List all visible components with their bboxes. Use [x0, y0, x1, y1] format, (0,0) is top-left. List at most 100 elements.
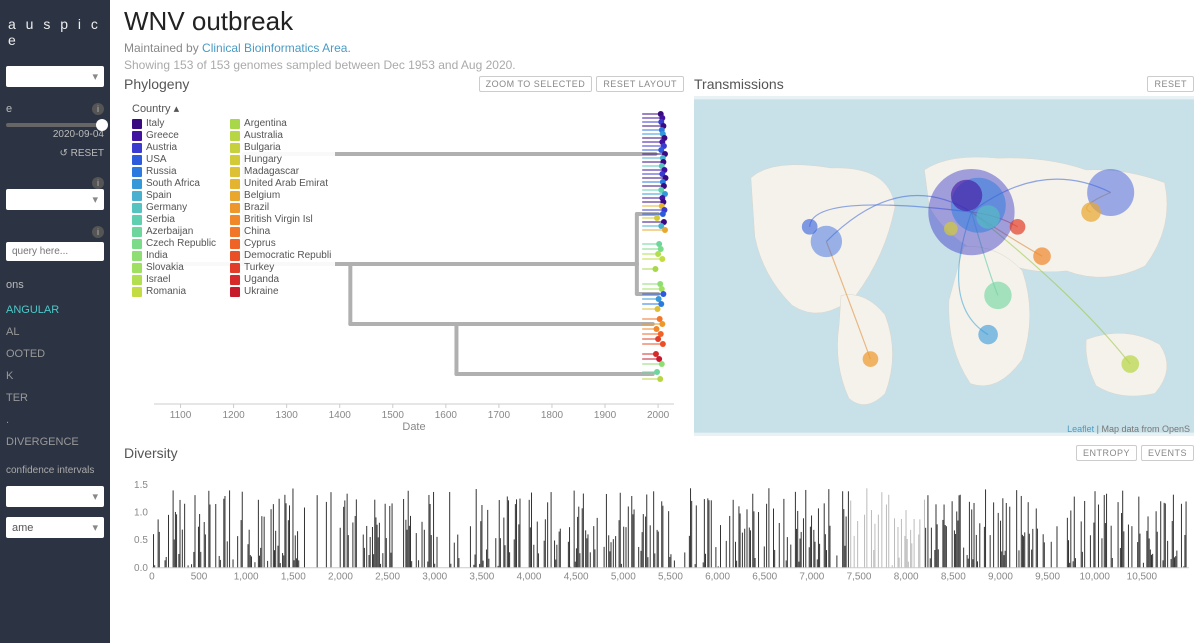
svg-text:6,500: 6,500 — [752, 572, 777, 583]
legend-label: Hungary — [244, 154, 282, 165]
color-by-select[interactable]: ▾ — [6, 189, 104, 210]
legend-item[interactable]: USA — [132, 154, 216, 165]
legend-item[interactable]: Greece — [132, 130, 216, 141]
legend-item[interactable]: Bulgaria — [230, 142, 331, 153]
legend-item[interactable]: British Virgin Isl — [230, 214, 331, 225]
legend-label: Uganda — [244, 274, 279, 285]
map-reset-button[interactable]: RESET — [1147, 76, 1194, 92]
maintained-link[interactable]: Clinical Bioinformatics Area — [202, 41, 347, 55]
entropy-button[interactable]: ENTROPY — [1076, 445, 1137, 461]
legend-title[interactable]: Country ▴ — [132, 102, 331, 115]
layout-option[interactable]: K — [6, 365, 104, 387]
legend-swatch — [230, 287, 240, 297]
leaflet-link[interactable]: Leaflet — [1067, 424, 1094, 434]
svg-text:1700: 1700 — [488, 410, 511, 421]
svg-text:4,500: 4,500 — [564, 572, 589, 583]
legend-item[interactable]: Madagascar — [230, 166, 331, 177]
legend-item[interactable]: Czech Republic — [132, 238, 216, 249]
legend-label: Slovakia — [146, 262, 184, 273]
branch-select-1[interactable]: ▾ — [6, 486, 104, 507]
ci-toggle[interactable]: confidence intervals — [6, 459, 104, 482]
legend-item[interactable]: Italy — [132, 118, 216, 129]
svg-text:1100: 1100 — [170, 410, 192, 421]
legend-item[interactable]: Uganda — [230, 274, 331, 285]
legend-item[interactable]: Hungary — [230, 154, 331, 165]
legend-label: Italy — [146, 118, 164, 129]
filter-input[interactable] — [6, 242, 104, 261]
legend-item[interactable]: United Arab Emirat — [230, 178, 331, 189]
legend-item[interactable]: South Africa — [132, 178, 216, 189]
legend-item[interactable]: Ukraine — [230, 286, 331, 297]
legend-swatch — [132, 143, 142, 153]
transmissions-map[interactable]: Leaflet | Map data from OpenS — [694, 96, 1194, 436]
app-logo: a u s p i c e — [6, 8, 104, 62]
svg-text:7,000: 7,000 — [799, 572, 824, 583]
layout-option[interactable]: DIVERGENCE — [6, 431, 104, 453]
legend-swatch — [132, 167, 142, 177]
dataset-select[interactable]: ▾ — [6, 66, 104, 87]
legend-label: Bulgaria — [244, 142, 281, 153]
transmissions-title: Transmissions — [694, 76, 1194, 92]
legend-swatch — [132, 227, 142, 237]
legend[interactable]: Country ▴ ItalyGreeceAustriaUSARussiaSou… — [128, 98, 335, 301]
legend-item[interactable]: Cyprus — [230, 238, 331, 249]
date-slider[interactable] — [6, 123, 104, 127]
subtitle: Showing 153 of 153 genomes sampled betwe… — [124, 58, 1194, 72]
page-title: WNV outbreak — [124, 6, 1194, 37]
legend-label: Romania — [146, 286, 186, 297]
svg-text:10,500: 10,500 — [1127, 572, 1158, 583]
reset-button[interactable]: ↺ RESET — [6, 148, 104, 159]
legend-item[interactable]: India — [132, 250, 216, 261]
svg-text:2,000: 2,000 — [328, 572, 353, 583]
legend-label: Democratic Republi — [244, 250, 331, 261]
legend-item[interactable]: Argentina — [230, 118, 331, 129]
layout-option[interactable]: AL — [6, 321, 104, 343]
reset-layout-button[interactable]: RESET LAYOUT — [596, 76, 684, 92]
layout-option[interactable]: . — [6, 409, 104, 431]
legend-label: Germany — [146, 202, 187, 213]
legend-item[interactable]: Austria — [132, 142, 216, 153]
branch-select-2[interactable]: ame▾ — [6, 517, 104, 538]
legend-label: Spain — [146, 190, 172, 201]
legend-item[interactable]: Russia — [132, 166, 216, 177]
info-icon[interactable]: i — [92, 226, 104, 238]
svg-text:10,000: 10,000 — [1080, 572, 1111, 583]
legend-item[interactable]: Turkey — [230, 262, 331, 273]
diversity-chart[interactable]: 0.00.51.01.505001,0001,5002,0002,5003,00… — [124, 463, 1194, 583]
svg-text:0.0: 0.0 — [134, 563, 148, 574]
legend-label: Brazil — [244, 202, 269, 213]
info-icon[interactable]: i — [92, 177, 104, 189]
slider-thumb[interactable] — [96, 119, 108, 131]
legend-item[interactable]: China — [230, 226, 331, 237]
legend-item[interactable]: Spain — [132, 190, 216, 201]
legend-item[interactable]: Israel — [132, 274, 216, 285]
layout-option[interactable]: ANGULAR — [6, 299, 104, 321]
legend-label: Turkey — [244, 262, 274, 273]
legend-item[interactable]: Romania — [132, 286, 216, 297]
date-value: 2020-09-04 — [6, 129, 104, 140]
legend-item[interactable]: Democratic Republi — [230, 250, 331, 261]
legend-item[interactable]: Serbia — [132, 214, 216, 225]
layout-list: ANGULARALOOTEDKTER.DIVERGENCE — [6, 293, 104, 459]
legend-item[interactable]: Australia — [230, 130, 331, 141]
info-icon[interactable]: i — [92, 103, 104, 115]
legend-swatch — [132, 263, 142, 273]
zoom-to-selected-button[interactable]: ZOOM TO SELECTED — [479, 76, 593, 92]
events-button[interactable]: EVENTS — [1141, 445, 1194, 461]
legend-item[interactable]: Belgium — [230, 190, 331, 201]
legend-item[interactable]: Germany — [132, 202, 216, 213]
svg-text:1900: 1900 — [594, 410, 617, 421]
legend-label: Austria — [146, 142, 177, 153]
legend-item[interactable]: Azerbaijan — [132, 226, 216, 237]
legend-swatch — [230, 167, 240, 177]
legend-item[interactable]: Slovakia — [132, 262, 216, 273]
layout-option[interactable]: TER — [6, 387, 104, 409]
legend-label: Madagascar — [244, 166, 299, 177]
svg-text:1300: 1300 — [276, 410, 299, 421]
map-attribution: Leaflet | Map data from OpenS — [1067, 424, 1190, 434]
layout-option[interactable]: OOTED — [6, 343, 104, 365]
legend-item[interactable]: Brazil — [230, 202, 331, 213]
chevron-down-icon: ▾ — [92, 70, 98, 83]
legend-swatch — [230, 131, 240, 141]
diversity-panel: Diversity ENTROPY EVENTS 0.00.51.01.5050… — [124, 445, 1194, 586]
